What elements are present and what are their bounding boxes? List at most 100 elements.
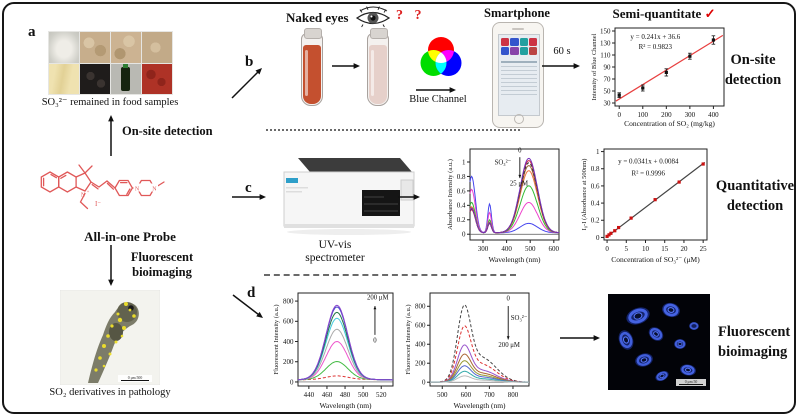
reaction-time-label: 60 s xyxy=(553,46,571,57)
svg-text:R² = 0.9996: R² = 0.9996 xyxy=(632,169,666,177)
food-sample-dried-slices xyxy=(80,32,110,63)
svg-text:y = 0.241x + 36.6: y = 0.241x + 36.6 xyxy=(630,33,680,41)
svg-text:I₀-I (Absorbance at 500nm): I₀-I (Absorbance at 500nm) xyxy=(581,159,588,231)
bioimaging-label-line2: bioimaging xyxy=(132,265,192,279)
spectrometer-logo xyxy=(286,178,298,183)
svg-text:Fluorescent Intensity (a.u.): Fluorescent Intensity (a.u.) xyxy=(273,304,280,374)
svg-text:0.2: 0.2 xyxy=(457,216,466,224)
svg-text:460: 460 xyxy=(322,391,333,399)
vial-after xyxy=(366,28,390,106)
svg-text:400: 400 xyxy=(415,341,426,349)
quant-line1: Quantitative xyxy=(715,178,795,194)
smartphone-image xyxy=(492,22,544,128)
svg-text:400: 400 xyxy=(283,338,294,346)
spectrometer-sample-door xyxy=(400,179,414,201)
cells-scale-bar-box xyxy=(676,379,706,386)
food-sample-dried-slices xyxy=(142,32,172,63)
svg-text:800: 800 xyxy=(283,297,294,305)
svg-text:0: 0 xyxy=(596,234,600,242)
fluor-line2: bioimaging xyxy=(718,344,788,360)
uvvis-caption-line2: spectrometer xyxy=(305,252,365,264)
svg-text:R² = 0.9823: R² = 0.9823 xyxy=(639,43,673,51)
probe-name: All-in-one Probe xyxy=(84,229,176,244)
phone-data-table xyxy=(501,61,537,98)
bioimaging-label-line1: Fluorescent xyxy=(130,250,194,264)
uv-vis-spectrometer-image xyxy=(283,158,415,235)
svg-text:300: 300 xyxy=(478,245,489,253)
panel-c-arrow xyxy=(232,194,266,200)
on-site-detection-arrow xyxy=(108,115,114,156)
probe-structure-drawing: N + I⁻ N N xyxy=(40,164,165,210)
question-marks: ? ? xyxy=(396,8,426,23)
zebrafish-image: 0 μm 500 xyxy=(60,290,160,385)
svg-text:500: 500 xyxy=(525,245,536,253)
svg-text:1: 1 xyxy=(462,158,466,166)
on-site-detection-side-label: On-site detection xyxy=(712,50,794,90)
white-center-overlap xyxy=(435,50,447,63)
food-samples-photo xyxy=(48,31,173,95)
zebrafish-caption: SO₂ derivatives in pathology xyxy=(49,387,171,398)
blue-channel-arrow xyxy=(416,87,456,93)
spectrometer-to-spectrum-arrow xyxy=(384,194,420,200)
svg-text:520: 520 xyxy=(376,391,387,399)
bottle-icon xyxy=(121,63,130,91)
svg-text:500: 500 xyxy=(358,391,369,399)
check-mark-icon: ✓ xyxy=(704,6,716,21)
vial-reaction-arrow xyxy=(332,63,360,69)
fluorescent-cells xyxy=(618,302,699,382)
panel-label-d: d xyxy=(247,285,256,301)
food-sample-black-prunes xyxy=(80,63,110,94)
svg-text:70: 70 xyxy=(604,75,612,83)
svg-text:200 μM: 200 μM xyxy=(367,295,389,302)
svg-text:600: 600 xyxy=(415,322,426,330)
svg-text:200: 200 xyxy=(661,111,672,119)
dashed-divider-2 xyxy=(264,274,516,276)
svg-text:130: 130 xyxy=(600,39,611,47)
naked-eyes-label: Naked eyes xyxy=(286,10,349,25)
spectrometer-base xyxy=(284,224,414,228)
svg-text:0: 0 xyxy=(605,245,609,253)
food-sample-yellow-strips xyxy=(49,63,79,94)
svg-text:Wavelength (nm): Wavelength (nm) xyxy=(319,401,372,410)
svg-text:Fluorescent Intensity (a.u.): Fluorescent Intensity (a.u.) xyxy=(405,304,412,374)
fluorescent-bioimaging-arrow xyxy=(108,245,114,286)
svg-text:500: 500 xyxy=(437,391,448,399)
svg-text:Intensity of Blue Channel: Intensity of Blue Channel xyxy=(591,33,598,100)
svg-text:Absorbance Intensity (a.u.): Absorbance Intensity (a.u.) xyxy=(447,159,454,230)
svg-text:15: 15 xyxy=(661,245,669,253)
gem-dimethyl xyxy=(78,164,93,174)
semi-quantitate-text: Semi-quantitate xyxy=(612,6,702,21)
vinyl-bridge xyxy=(90,180,116,189)
svg-text:100: 100 xyxy=(638,111,649,119)
svg-text:440: 440 xyxy=(304,391,315,399)
on-site-detection-arrow-label: On-site detection xyxy=(122,124,213,138)
blue-channel-calibration-chart: 0 100 200 300 400 30 50 70 90 110 130 150 Concentrat… xyxy=(591,27,725,128)
vial-cap xyxy=(304,28,322,39)
panel-b-arrow xyxy=(231,68,262,99)
svg-text:SO₃²⁻: SO₃²⁻ xyxy=(511,315,528,322)
panel-label-b: b xyxy=(245,54,254,70)
fluorescent-bioimaging-arrow-label: Fluorescent bioimaging xyxy=(122,250,202,280)
svg-text:Wavelength (nm): Wavelength (nm) xyxy=(453,401,506,410)
svg-text:0: 0 xyxy=(290,378,294,386)
svg-text:0.8: 0.8 xyxy=(591,165,600,173)
svg-text:0: 0 xyxy=(507,295,511,302)
svg-text:200: 200 xyxy=(415,360,426,368)
food-sample-goji-berries xyxy=(142,63,172,94)
panel-label-c: c xyxy=(245,180,252,196)
phone-home-button xyxy=(514,114,524,124)
phone-app-icons xyxy=(501,38,537,55)
svg-text:30: 30 xyxy=(604,99,612,107)
svg-text:1: 1 xyxy=(596,148,600,156)
svg-text:110: 110 xyxy=(600,51,611,59)
svg-text:y = 0.0341x + 0.0084: y = 0.0341x + 0.0084 xyxy=(618,158,679,166)
svg-text:0.2: 0.2 xyxy=(591,217,600,225)
svg-text:0: 0 xyxy=(462,231,466,239)
eye-icon xyxy=(355,6,391,28)
vial-cap xyxy=(370,28,388,39)
fluorescence-blue-chart: 440 460 480 500 520 0 200 400 600 800 Wavelength (… xyxy=(273,292,394,410)
panel-d-arrow xyxy=(232,294,263,318)
svg-text:20: 20 xyxy=(680,245,688,253)
